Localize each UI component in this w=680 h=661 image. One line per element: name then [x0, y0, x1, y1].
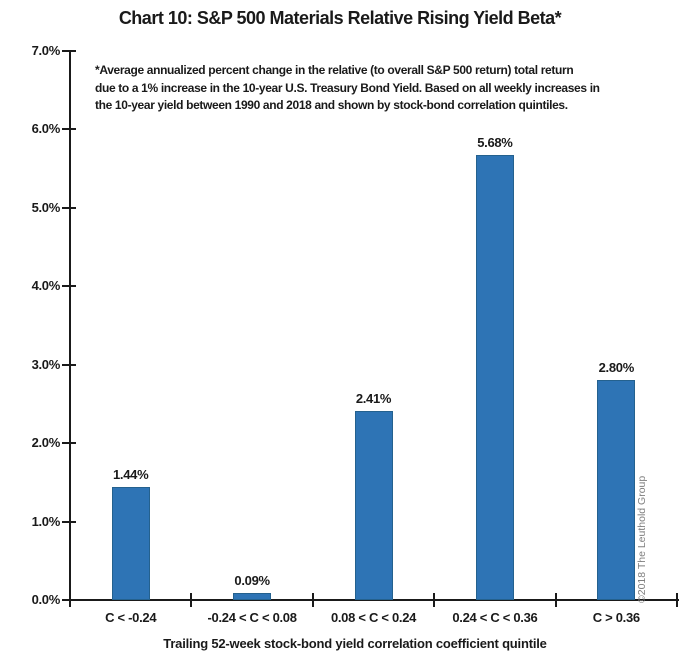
y-axis-tick — [62, 520, 76, 523]
y-axis-tick — [62, 206, 76, 209]
footnote-line-2: due to a 1% increase in the 10-year U.S.… — [95, 80, 600, 95]
x-axis-category-label: 0.08 < C < 0.24 — [330, 610, 417, 625]
bar — [354, 410, 393, 600]
bar-value-label: 2.80% — [598, 360, 635, 376]
bar — [111, 487, 150, 600]
footnote-line-1: *Average annualized percent change in th… — [95, 63, 574, 77]
bar-value-label: 2.41% — [355, 390, 392, 406]
y-axis-tick-label: 1.0% — [31, 513, 61, 529]
x-axis-category-label: C < -0.24 — [105, 610, 157, 625]
y-axis-tick — [62, 363, 76, 366]
y-axis-tick — [62, 128, 76, 131]
copyright-watermark: ©2018 The Leuthold Group — [636, 475, 648, 603]
chart-footnote: *Average annualized percent change in th… — [95, 62, 600, 115]
x-axis-category-label: C > 0.36 — [592, 610, 640, 625]
bar-value-label: 0.09% — [234, 572, 270, 588]
x-axis-category-label: 0.24 < C < 0.36 — [452, 610, 538, 625]
y-axis-tick-label: 6.0% — [31, 121, 61, 137]
bar-value-label: 1.44% — [113, 467, 149, 483]
y-axis-tick-label: 5.0% — [31, 199, 61, 215]
y-axis-tick — [62, 50, 76, 52]
y-axis-tick-label: 2.0% — [31, 435, 61, 451]
y-axis-tick-label: 3.0% — [31, 356, 61, 372]
y-axis-tick — [62, 442, 76, 445]
x-axis-tick — [69, 593, 71, 607]
y-axis-tick-label: 7.0% — [31, 43, 61, 58]
y-axis-line — [69, 50, 71, 602]
chart-title: Chart 10: S&P 500 Materials Relative Ris… — [118, 8, 562, 28]
x-axis-line — [69, 599, 679, 601]
bar-value-label: 5.68% — [477, 134, 513, 150]
x-axis-tick — [554, 593, 557, 607]
x-axis-tick — [433, 593, 436, 607]
y-axis-tick-label: 4.0% — [31, 278, 61, 294]
y-axis-tick — [62, 285, 76, 288]
x-axis-tick — [676, 593, 678, 607]
y-axis-tick-label: 0.0% — [31, 592, 61, 607]
footnote-line-3: the 10-year yield between 1990 and 2018 … — [95, 98, 568, 112]
bar — [597, 380, 636, 600]
bar — [475, 154, 514, 600]
x-axis-tick — [311, 593, 314, 607]
x-axis-category-label: -0.24 < C < 0.08 — [207, 610, 297, 625]
x-axis-tick — [190, 593, 193, 607]
x-axis-title: Trailing 52-week stock-bond yield correl… — [163, 636, 547, 651]
bar — [233, 592, 272, 600]
